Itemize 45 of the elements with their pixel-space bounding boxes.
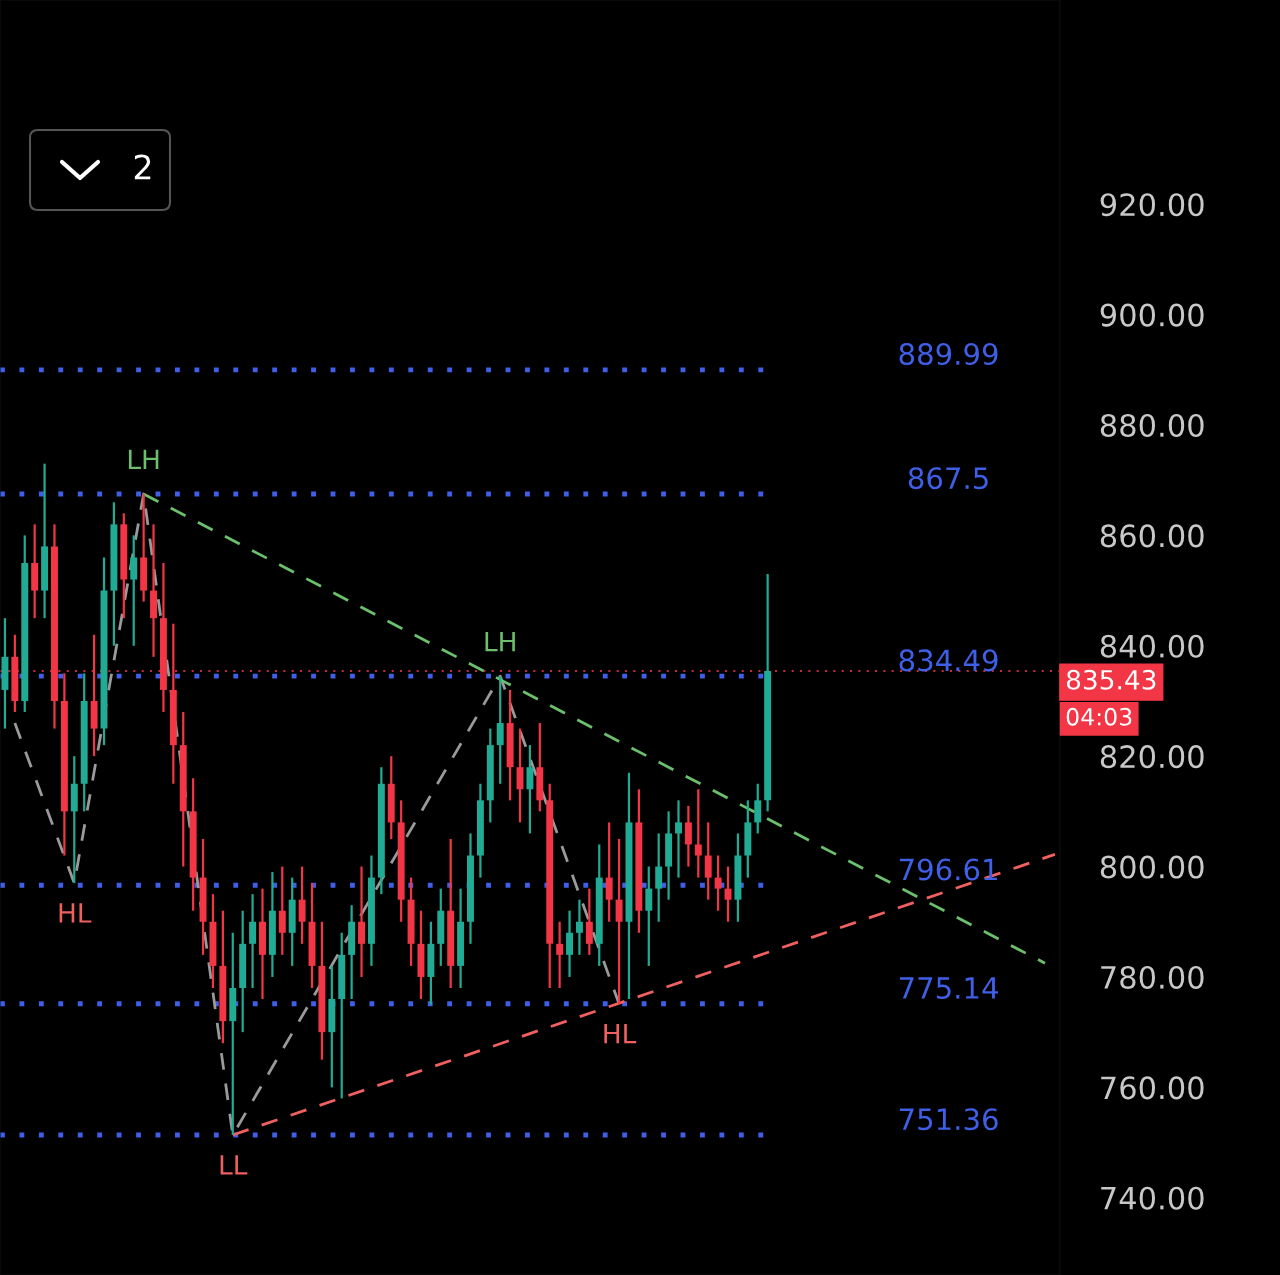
y-tick-label: 800.00 bbox=[1100, 855, 1204, 879]
annotation: HL bbox=[604, 1024, 637, 1044]
y-tick-label: 760.00 bbox=[1101, 1076, 1204, 1100]
text: 04:03 bbox=[1066, 707, 1132, 726]
candlestick bbox=[585, 887, 593, 956]
candlestick bbox=[655, 832, 663, 923]
candlestick bbox=[249, 893, 257, 990]
ref-line-label: 834.49 bbox=[899, 649, 998, 672]
ref-line-label: 889.99 bbox=[899, 343, 998, 366]
ref-line-label: 751.36 bbox=[899, 1108, 998, 1131]
y-tick-label: 860.00 bbox=[1100, 524, 1204, 548]
candlestick bbox=[684, 804, 692, 868]
ref-line-label: 775.14 bbox=[899, 977, 998, 999]
candlestick bbox=[496, 675, 504, 785]
y-tick-label: 820.00 bbox=[1100, 745, 1204, 769]
candlestick bbox=[556, 920, 564, 990]
candlestick bbox=[615, 837, 623, 1005]
candlestick bbox=[605, 821, 613, 923]
candlestick bbox=[675, 799, 682, 879]
candlestick bbox=[714, 854, 722, 912]
candlestick bbox=[754, 782, 762, 835]
candlestick bbox=[645, 865, 653, 968]
y-tick-label: 740.00 bbox=[1101, 1186, 1204, 1210]
y-tick-label: 900.00 bbox=[1100, 303, 1204, 327]
annotation: LL bbox=[220, 1155, 248, 1175]
y-tick-label: 780.00 bbox=[1101, 965, 1204, 989]
annotation: HL bbox=[59, 903, 92, 923]
candlestick bbox=[278, 865, 286, 956]
candlestick bbox=[298, 865, 306, 945]
y-tick-label: 880.00 bbox=[1100, 413, 1204, 438]
candlestick bbox=[704, 821, 712, 901]
y-tick-label: 840.00 bbox=[1100, 634, 1204, 658]
ref-line-label: 796.61 bbox=[899, 858, 997, 881]
candlestick bbox=[566, 909, 574, 979]
annotation: 2 bbox=[134, 154, 151, 180]
y-tick-label: 920.00 bbox=[1100, 193, 1204, 217]
ref-line-label: 835.43 bbox=[1066, 669, 1156, 690]
candlestick bbox=[575, 898, 583, 956]
ref-line-label: 867.5 bbox=[908, 467, 988, 490]
annotation: LH bbox=[485, 632, 515, 652]
annotation: LH bbox=[128, 449, 159, 470]
candlestick bbox=[130, 534, 138, 647]
candlestick bbox=[694, 788, 702, 879]
candlestick bbox=[358, 865, 365, 979]
candlestick bbox=[526, 744, 534, 835]
